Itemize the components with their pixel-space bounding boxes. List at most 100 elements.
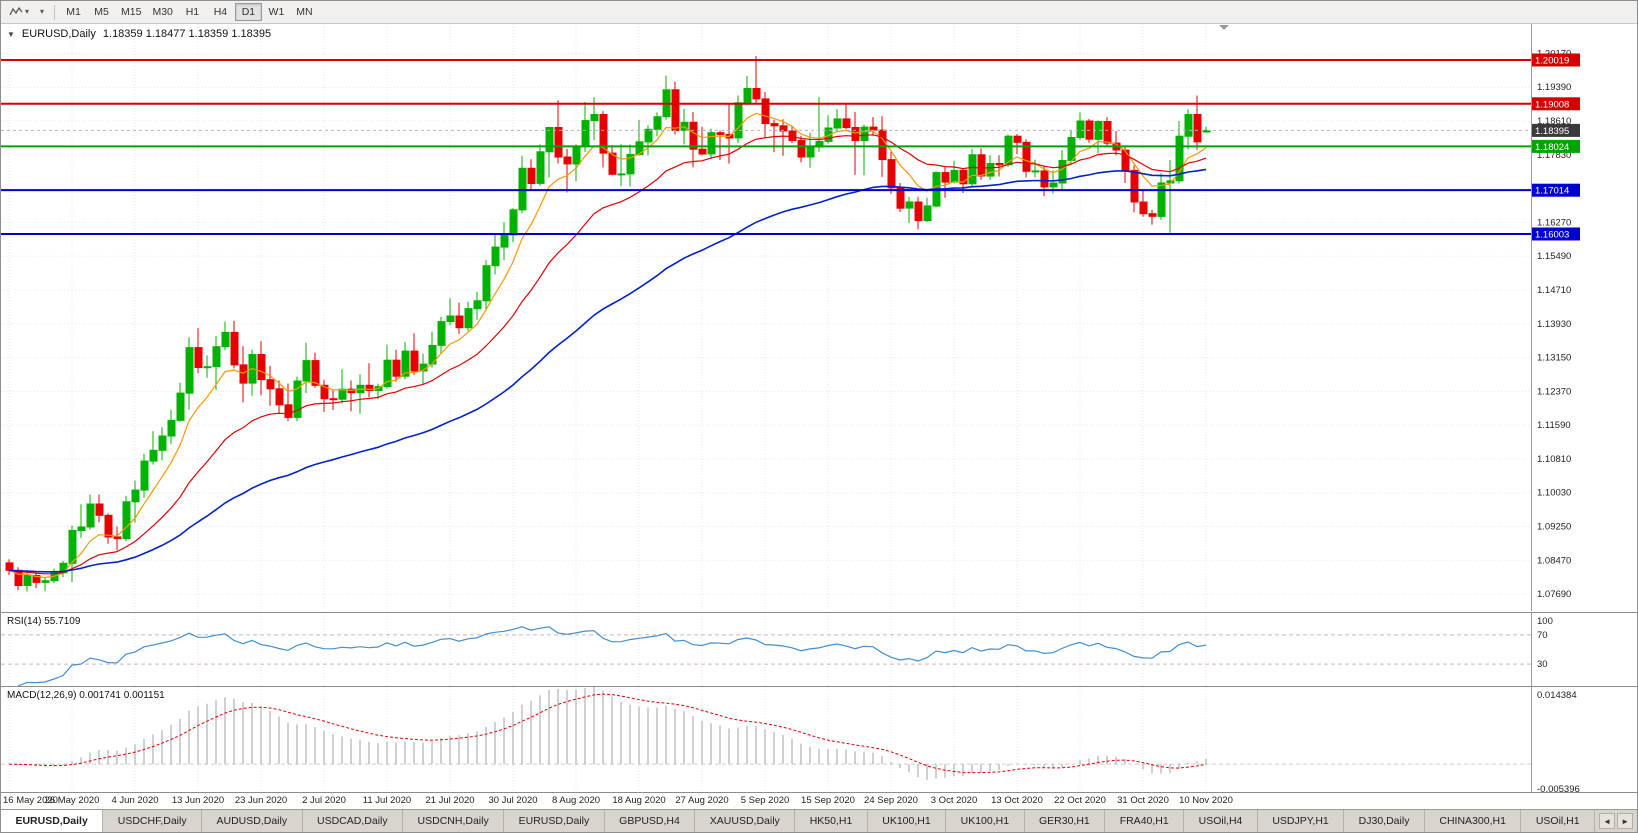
timeframe-button-m30[interactable]: M30 bbox=[152, 6, 173, 18]
timeframe-group: M1 M5 M15 M30 H1 H4 D1 W1 MN bbox=[60, 3, 319, 21]
time-axis[interactable]: 16 May 2020 26 May 2020 4 Jun 2020 13 Jun 2… bbox=[1, 792, 1637, 809]
chart-tabs-bar: EURUSD,Daily USDCHF,Daily AUDUSD,Daily USDC… bbox=[1, 809, 1637, 832]
chart-tab-eurusd-daily[interactable]: EURUSD,Daily bbox=[504, 810, 605, 832]
chart-tab-gbpusd-h4[interactable]: GBPUSD,H4 bbox=[604, 810, 696, 832]
timeframe-button-h1[interactable]: H1 bbox=[185, 6, 200, 18]
svg-text:1.18610: 1.18610 bbox=[1537, 116, 1571, 127]
svg-text:1.10030: 1.10030 bbox=[1537, 488, 1571, 499]
time-axis-label: 23 Jun 2020 bbox=[234, 795, 288, 806]
chart-tab-ger30-h1[interactable]: GER30,H1 bbox=[1024, 810, 1106, 832]
time-axis-label: 3 Oct 2020 bbox=[930, 795, 978, 806]
macd-canvas[interactable]: 0.014384 -0.005396 bbox=[1, 687, 1637, 792]
time-axis-label: 13 Jun 2020 bbox=[171, 795, 225, 806]
chart-tab-usoil-h1[interactable]: USOil,H1 bbox=[1521, 810, 1596, 832]
svg-text:70: 70 bbox=[1537, 630, 1548, 641]
svg-text:1.10810: 1.10810 bbox=[1537, 454, 1571, 465]
svg-text:1.12370: 1.12370 bbox=[1537, 386, 1571, 397]
chart-ohlc-values: 1.18359 1.18477 1.18359 1.18395 bbox=[102, 28, 272, 40]
svg-text:1.08470: 1.08470 bbox=[1537, 555, 1571, 566]
time-axis-label: 5 Sep 2020 bbox=[740, 795, 790, 806]
timeframe-button-h4[interactable]: H4 bbox=[213, 6, 228, 18]
svg-text:1.16270: 1.16270 bbox=[1537, 217, 1571, 228]
chart-tab-uk100-h1[interactable]: UK100,H1 bbox=[946, 810, 1025, 832]
chart-tab-audusd-daily[interactable]: AUDUSD,Daily bbox=[202, 810, 303, 832]
time-axis-label: 2 Jul 2020 bbox=[302, 795, 346, 806]
timeframe-button-m5[interactable]: M5 bbox=[94, 6, 109, 18]
time-axis-label: 26 May 2020 bbox=[44, 795, 100, 806]
timeframe-button-m1[interactable]: M1 bbox=[66, 6, 81, 18]
chart-tab-xauusd-daily[interactable]: XAUUSD,Daily bbox=[695, 810, 796, 832]
svg-text:0.014384: 0.014384 bbox=[1537, 690, 1577, 701]
chart-tab-usdcnh-daily[interactable]: USDCNH,Daily bbox=[403, 810, 505, 832]
rsi-label: RSI(14) 55.7109 bbox=[7, 616, 81, 627]
svg-text:1.09250: 1.09250 bbox=[1537, 522, 1571, 533]
triangle-down-icon[interactable]: ▼ bbox=[7, 29, 15, 39]
svg-text:1.18024: 1.18024 bbox=[1535, 142, 1569, 153]
svg-text:1.18395: 1.18395 bbox=[1535, 126, 1569, 137]
time-axis-label: 24 Sep 2020 bbox=[864, 795, 918, 806]
main-chart-canvas[interactable]: 1.201701.193901.186101.178301.170501.162… bbox=[1, 24, 1637, 611]
time-axis-label: 10 Nov 2020 bbox=[1179, 795, 1233, 806]
chart-window: 1.201701.193901.186101.178301.170501.162… bbox=[1, 24, 1637, 809]
chart-tab-china300-h1[interactable]: CHINA300,H1 bbox=[1424, 810, 1522, 832]
tab-scroll-controls: ◄ ► bbox=[1595, 810, 1637, 832]
time-axis-label: 22 Oct 2020 bbox=[1054, 795, 1106, 806]
timeframe-button-d1[interactable]: D1 bbox=[234, 3, 262, 21]
timeframe-button-m15[interactable]: M15 bbox=[121, 6, 142, 18]
tab-scroll-left-button[interactable]: ◄ bbox=[1599, 813, 1616, 829]
timeframe-button-mn[interactable]: MN bbox=[296, 6, 313, 18]
time-axis-label: 30 Jul 2020 bbox=[488, 795, 538, 806]
chart-tab-usdchf-daily[interactable]: USDCHF,Daily bbox=[103, 810, 203, 832]
toolbar: ▾ ▾ M1 M5 M15 M30 H1 H4 D1 W1 MN bbox=[1, 1, 1637, 24]
chart-symbol-label: EURUSD,Daily bbox=[21, 28, 96, 40]
rsi-panel: 100 70 30 RSI(14) 55.7109 bbox=[1, 612, 1637, 686]
chart-tab-eurusd-daily[interactable]: EURUSD,Daily bbox=[1, 810, 104, 832]
chart-tab-dj30-daily[interactable]: DJ30,Daily bbox=[1344, 810, 1425, 832]
chart-tab-hk50-h1[interactable]: HK50,H1 bbox=[795, 810, 868, 832]
svg-text:1.19390: 1.19390 bbox=[1537, 82, 1571, 93]
macd-label: MACD(12,26,9) 0.001741 0.001151 bbox=[7, 690, 165, 701]
chart-tab-usoil-h4[interactable]: USOil,H4 bbox=[1184, 810, 1258, 832]
chart-tab-usdjpy-h1[interactable]: USDJPY,H1 bbox=[1257, 810, 1345, 832]
svg-text:30: 30 bbox=[1537, 659, 1548, 670]
svg-text:1.13930: 1.13930 bbox=[1537, 319, 1571, 330]
rsi-canvas[interactable]: 100 70 30 bbox=[1, 613, 1637, 686]
main-chart-panel: 1.201701.193901.186101.178301.170501.162… bbox=[1, 24, 1637, 612]
time-axis-label: 31 Oct 2020 bbox=[1117, 795, 1169, 806]
zigzag-chart-icon bbox=[9, 6, 23, 16]
time-axis-label: 15 Sep 2020 bbox=[801, 795, 855, 806]
time-axis-label: 16 May 2020 bbox=[3, 795, 58, 806]
chart-type-button[interactable]: ▾ bbox=[4, 3, 34, 22]
tab-scroll-right-button[interactable]: ► bbox=[1617, 813, 1634, 829]
chart-title: ▼ EURUSD,Daily 1.18359 1.18477 1.18359 1… bbox=[7, 28, 271, 40]
svg-text:1.11590: 1.11590 bbox=[1537, 420, 1571, 431]
time-axis-label: 27 Aug 2020 bbox=[675, 795, 729, 806]
secondary-dropdown-button[interactable]: ▾ bbox=[35, 3, 49, 22]
svg-text:100: 100 bbox=[1537, 616, 1553, 627]
svg-text:1.20019: 1.20019 bbox=[1535, 55, 1569, 66]
svg-text:1.13150: 1.13150 bbox=[1537, 353, 1571, 364]
macd-panel: 0.014384 -0.005396 MACD(12,26,9) 0.001741… bbox=[1, 686, 1637, 792]
svg-text:1.17830: 1.17830 bbox=[1537, 150, 1571, 161]
timeframe-button-w1[interactable]: W1 bbox=[268, 6, 285, 18]
time-axis-label: 13 Oct 2020 bbox=[991, 795, 1043, 806]
svg-text:-0.005396: -0.005396 bbox=[1537, 784, 1580, 792]
time-axis-label: 18 Aug 2020 bbox=[612, 795, 666, 806]
svg-text:1.17014: 1.17014 bbox=[1535, 186, 1569, 197]
svg-text:1.15490: 1.15490 bbox=[1537, 251, 1571, 262]
chart-tab-fra40-h1[interactable]: FRA40,H1 bbox=[1105, 810, 1185, 832]
time-axis-label: 4 Jun 2020 bbox=[111, 795, 159, 806]
svg-text:1.19008: 1.19008 bbox=[1535, 99, 1569, 110]
svg-text:1.16003: 1.16003 bbox=[1535, 229, 1569, 240]
caret-down-icon: ▾ bbox=[40, 7, 45, 16]
chart-tab-usdcad-daily[interactable]: USDCAD,Daily bbox=[302, 810, 404, 832]
time-axis-label: 21 Jul 2020 bbox=[425, 795, 475, 806]
svg-text:1.14710: 1.14710 bbox=[1537, 285, 1571, 296]
svg-text:1.07690: 1.07690 bbox=[1537, 589, 1571, 600]
toolbar-separator bbox=[54, 4, 56, 20]
chart-tab-uk100-h1[interactable]: UK100,H1 bbox=[867, 810, 947, 832]
time-axis-label: 8 Aug 2020 bbox=[551, 795, 601, 806]
caret-down-icon: ▾ bbox=[25, 7, 30, 16]
time-axis-label: 11 Jul 2020 bbox=[362, 795, 412, 806]
